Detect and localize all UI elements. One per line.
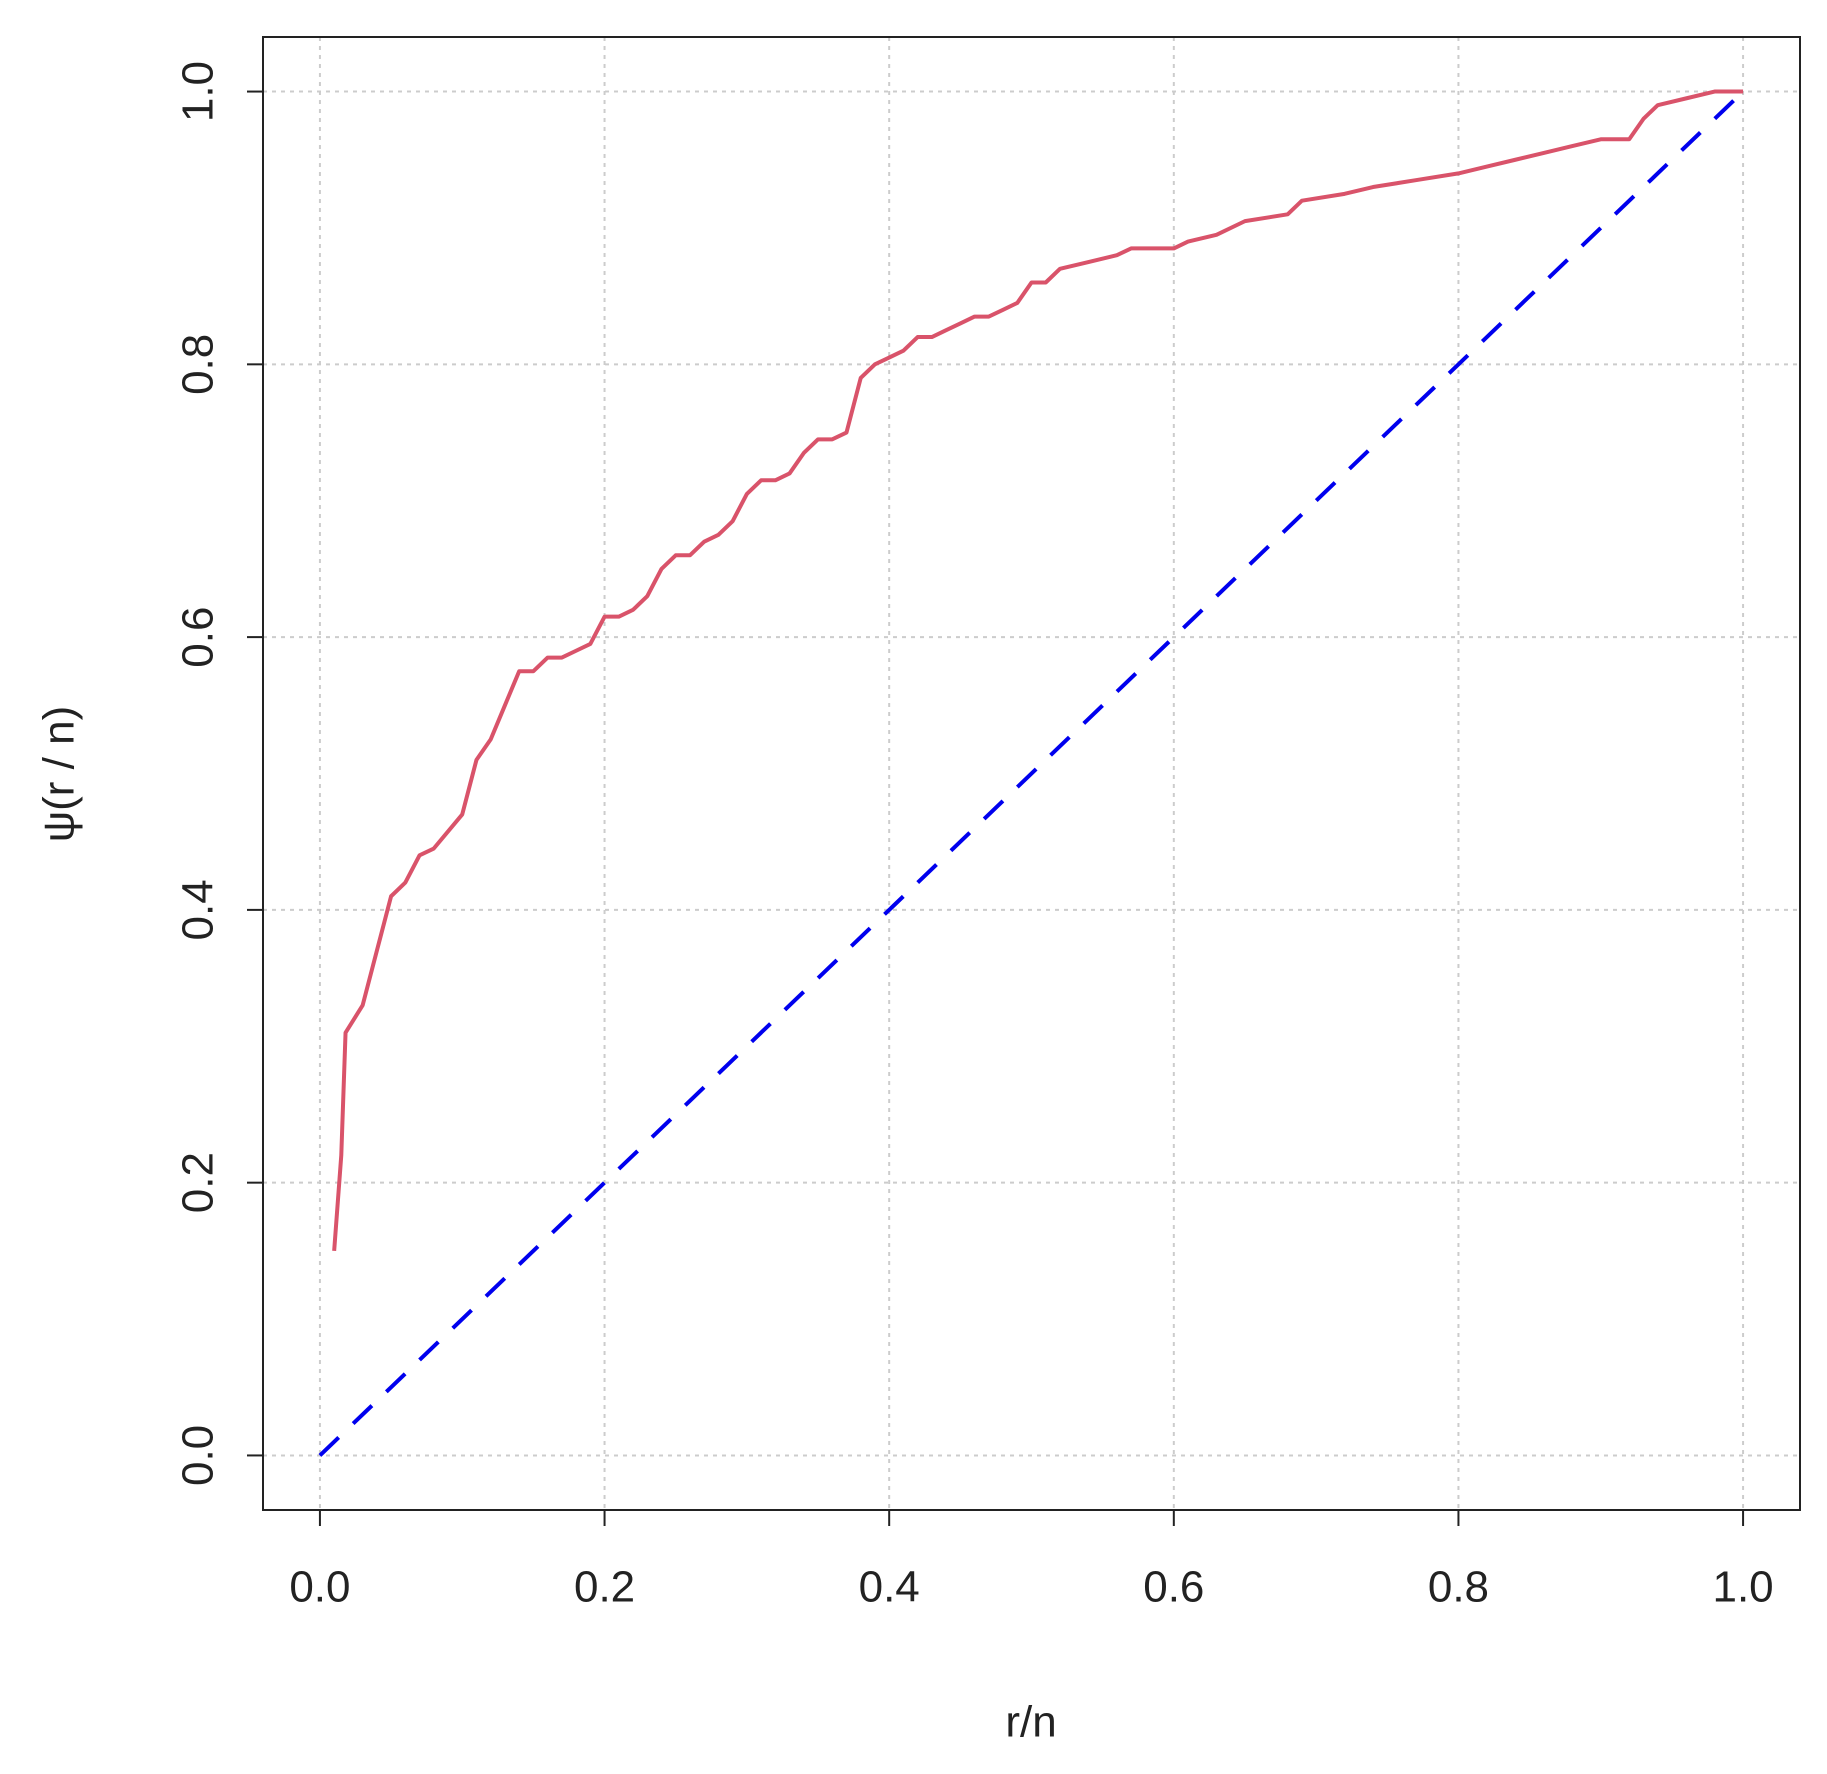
y-tick-label: 0.8 bbox=[174, 334, 223, 395]
plot-frame bbox=[262, 36, 1801, 1511]
y-tick-label: 0.2 bbox=[174, 1152, 223, 1213]
x-tick-label: 1.0 bbox=[1712, 1563, 1773, 1612]
y-tick-label: 0.6 bbox=[174, 607, 223, 668]
x-tick-label: 0.8 bbox=[1428, 1563, 1489, 1612]
x-axis-label: r/n bbox=[1005, 1698, 1056, 1747]
line bbox=[332, 89, 1744, 1252]
y-axis-label: ψ(r / n) bbox=[35, 706, 84, 842]
x-tick-label: 0.2 bbox=[574, 1563, 635, 1612]
x-tick-label: 0.4 bbox=[859, 1563, 920, 1612]
y-tick-label: 1.0 bbox=[174, 61, 223, 122]
y-tick-label: 0.4 bbox=[174, 879, 223, 940]
line bbox=[318, 90, 1745, 1457]
x-tick-label: 0.6 bbox=[1143, 1563, 1204, 1612]
y-tick-label: 0.0 bbox=[174, 1425, 223, 1486]
x-tick-label: 0.0 bbox=[289, 1563, 350, 1612]
